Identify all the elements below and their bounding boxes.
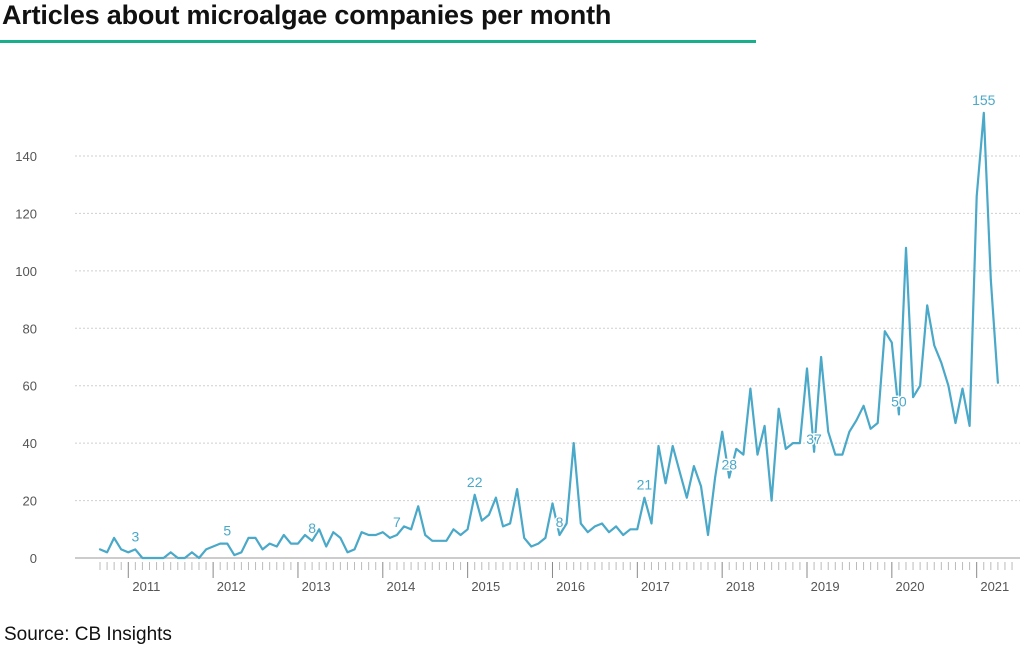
- y-tick-label: 0: [30, 551, 37, 566]
- x-axis: 2011 2012 2013 2014 2015 2016 2017 2018 2019 2020…: [75, 557, 1020, 594]
- x-year-label: 2014: [386, 579, 415, 594]
- y-tick-label: 120: [15, 206, 37, 221]
- data-label: 28: [721, 457, 737, 473]
- data-label: 22: [467, 474, 483, 490]
- x-year-label: 2021: [980, 579, 1009, 594]
- data-label: 7: [393, 514, 401, 530]
- chart-title: Articles about microalgae companies per …: [2, 0, 612, 30]
- data-label: 8: [556, 514, 564, 530]
- x-year-label: 2018: [726, 579, 755, 594]
- y-tick-label: 40: [23, 436, 37, 451]
- x-year-label: 2011: [132, 579, 160, 594]
- data-label: 8: [308, 520, 316, 536]
- y-tick-label: 100: [15, 264, 37, 279]
- y-tick-label: 60: [23, 379, 37, 394]
- x-year-label: 2017: [641, 579, 670, 594]
- series-line: [98, 111, 1000, 560]
- data-label: 50: [891, 393, 907, 409]
- data-label: 21: [637, 477, 653, 493]
- x-year-label: 2016: [556, 579, 585, 594]
- x-year-label: 2020: [896, 579, 925, 594]
- x-year-label: 2019: [811, 579, 840, 594]
- series-lines: [98, 111, 1000, 560]
- source-note: Source: CB Insights: [4, 624, 172, 645]
- x-year-label: 2012: [217, 579, 246, 594]
- gridlines: [75, 155, 1020, 502]
- data-label: 3: [131, 528, 139, 544]
- data-label: 155: [972, 92, 996, 108]
- y-tick-label: 20: [23, 494, 37, 509]
- data-label: 5: [223, 523, 231, 539]
- y-tick-label: 80: [23, 321, 37, 336]
- data-label: 37: [806, 431, 822, 447]
- title-underline: [0, 40, 756, 43]
- x-year-label: 2013: [302, 579, 331, 594]
- data-labels: 3 5 8 7 22 8 21 28 37 50 155: [130, 90, 997, 545]
- x-year-label: 2015: [471, 579, 500, 594]
- y-tick-label: 140: [15, 149, 37, 164]
- y-axis-ticks: 0 20 40 60 80 100 120 140: [15, 149, 37, 566]
